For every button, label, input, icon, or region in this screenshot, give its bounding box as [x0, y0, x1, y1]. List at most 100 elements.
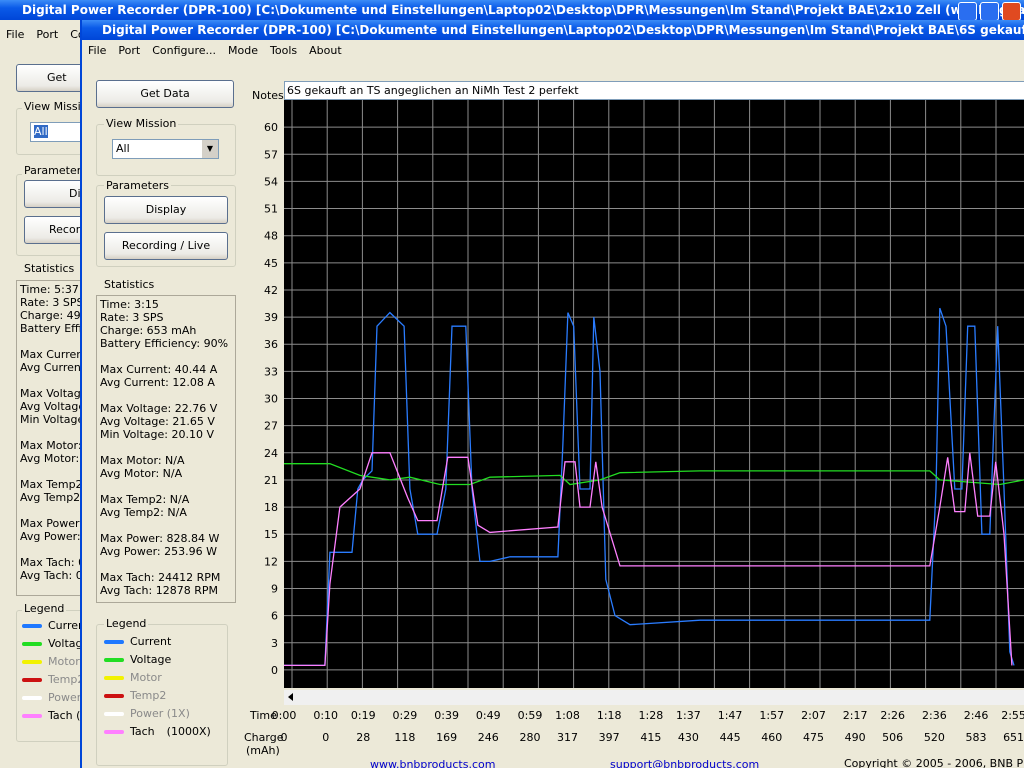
legend-item: Power (1X) — [100, 705, 211, 723]
stats-group: Max Voltage:Avg Voltage:Min Voltage: — [20, 387, 80, 426]
menu-item[interactable]: File — [88, 44, 107, 57]
display-button[interactable]: Display — [104, 196, 228, 224]
close-button[interactable] — [1002, 2, 1021, 21]
notes-field[interactable]: 6S gekauft an TS angeglichen an NiMh Tes… — [284, 81, 1024, 100]
legend-swatch — [104, 730, 124, 734]
y-tick-label: 12 — [264, 555, 278, 568]
charge-label: 490 — [845, 731, 866, 744]
legend-item: Current — [100, 633, 211, 651]
plot-area — [284, 100, 1024, 688]
series-line — [284, 452, 1013, 667]
y-tick-label: 3 — [271, 637, 278, 650]
scroll-arrow[interactable] — [288, 693, 293, 701]
legend-swatch — [22, 678, 42, 682]
legend: Current Voltage Motor Temp2 Power (1X) Tach (1… — [100, 633, 211, 741]
stats-group: Max Current: 40.44 A Avg Current: 12.08 A — [100, 363, 232, 389]
x-tick-label: 1:18 — [597, 709, 622, 722]
charge-label: 460 — [761, 731, 782, 744]
series-line — [284, 463, 1024, 486]
x-tick-label: 1:47 — [718, 709, 743, 722]
stat-line: Avg Tach: 0 I — [20, 569, 80, 582]
charge-label: 317 — [557, 731, 578, 744]
minimize-button[interactable] — [958, 2, 977, 21]
series-line — [284, 307, 1015, 667]
x-tick-label: 2:26 — [880, 709, 905, 722]
stat-line: Avg Voltage: 21.65 V — [100, 415, 215, 428]
mission-combo[interactable]: All — [30, 122, 80, 142]
charge-label: 506 — [882, 731, 903, 744]
record-button[interactable]: Record — [24, 216, 80, 244]
charge-label: 651 — [1003, 731, 1024, 744]
stat-line: Avg Temp2: N — [20, 491, 80, 504]
stat-line: Avg Power: 253.96 W — [100, 545, 217, 558]
copyright: Copyright © 2005 - 2006, BNB Products — [844, 757, 1024, 768]
get-data-button[interactable]: Get Data — [96, 80, 234, 108]
stat-line: Max Voltage: — [20, 387, 80, 400]
y-tick-label: 48 — [264, 230, 278, 243]
combo-arrow[interactable]: ▼ — [202, 140, 218, 158]
legend-swatch — [104, 712, 124, 716]
x-tick-label: 2:55 — [1001, 709, 1024, 722]
legend-item: Temp2 — [100, 687, 211, 705]
menu-item[interactable]: Mode — [228, 44, 259, 57]
background-title-bar: Digital Power Recorder (DPR-100) [C:\Dok… — [0, 0, 1024, 20]
legend-item: Voltage — [100, 651, 211, 669]
charge-label: 520 — [924, 731, 945, 744]
x-tick-label: 2:36 — [922, 709, 947, 722]
menu-item[interactable]: File — [6, 28, 25, 41]
group-label: Legend — [22, 602, 67, 615]
stat-line: Rate: 3 SPS — [20, 296, 80, 309]
statistics-box: Time: 3:15 Rate: 3 SPS Charge: 653 mAh Batt… — [96, 295, 236, 603]
notes-label: Notes — [252, 89, 284, 102]
stat-line: Avg Tach: 12878 RPM — [100, 584, 218, 597]
legend-item: Motor — [100, 669, 211, 687]
menu-item[interactable]: Tools — [270, 44, 298, 57]
group-label: Parameters — [104, 179, 171, 192]
scrollbar[interactable] — [284, 690, 1024, 705]
menu-bar: File Port Configure... Mode Tools About — [82, 42, 1024, 60]
stats-group: Max Current:Avg Current: — [20, 348, 80, 374]
maximize-button[interactable] — [980, 2, 999, 21]
stat-line: Avg Current: 12.08 A — [100, 376, 215, 389]
stat-line: Max Current: — [20, 348, 80, 361]
stat-line: Max Temp2: N/A — [100, 493, 190, 506]
legend-item: Motor — [18, 653, 80, 671]
stat-line: Max Current: 40.44 A — [100, 363, 218, 376]
mission-combo[interactable]: All ▼ — [112, 139, 219, 159]
recording-button[interactable]: Recording / Live — [104, 232, 228, 260]
legend-swatch — [22, 714, 42, 718]
y-tick-label: 51 — [264, 203, 278, 216]
charge-label: 28 — [356, 731, 370, 744]
stat-line: Charge: 653 mAh — [100, 324, 197, 337]
get-button[interactable]: Get — [16, 64, 80, 92]
menu-item[interactable]: Co — [70, 28, 80, 41]
charge-label: 415 — [640, 731, 661, 744]
group-label: Parameters — [22, 164, 80, 177]
menu-item[interactable]: Port — [118, 44, 141, 57]
legend-item: Temp2 — [18, 671, 80, 689]
charge-label: 397 — [599, 731, 620, 744]
charge-label: 583 — [966, 731, 987, 744]
stat-line: Max Power: 828.84 W — [100, 532, 220, 545]
x-tick-label: 0:10 — [313, 709, 338, 722]
stats-group: Max Temp2:Avg Temp2: N — [20, 478, 80, 504]
stat-line: Avg Power: — [20, 530, 80, 543]
stat-line: Avg Motor: N — [20, 452, 80, 465]
website-link[interactable]: www.bnbproducts.com — [370, 758, 496, 768]
menu-item[interactable]: Port — [36, 28, 59, 41]
legend-label: Power (1X) — [130, 707, 190, 720]
legend-label: Motor — [48, 655, 80, 668]
email-link[interactable]: support@bnbproducts.com — [610, 758, 760, 768]
window-title: Digital Power Recorder (DPR-100) [C:\Dok… — [102, 23, 1024, 37]
charge-label: 0 — [322, 731, 329, 744]
display-button[interactable]: Di — [24, 180, 80, 208]
legend-scale: (1000X) — [166, 725, 211, 738]
menu-item[interactable]: About — [309, 44, 342, 57]
menu-item[interactable]: Configure... — [152, 44, 217, 57]
y-tick-label: 27 — [264, 420, 278, 433]
group-label: View Missio — [22, 100, 80, 113]
charge-label: 246 — [478, 731, 499, 744]
legend-label: Temp2 — [130, 689, 167, 702]
x-tick-label: 1:57 — [759, 709, 784, 722]
